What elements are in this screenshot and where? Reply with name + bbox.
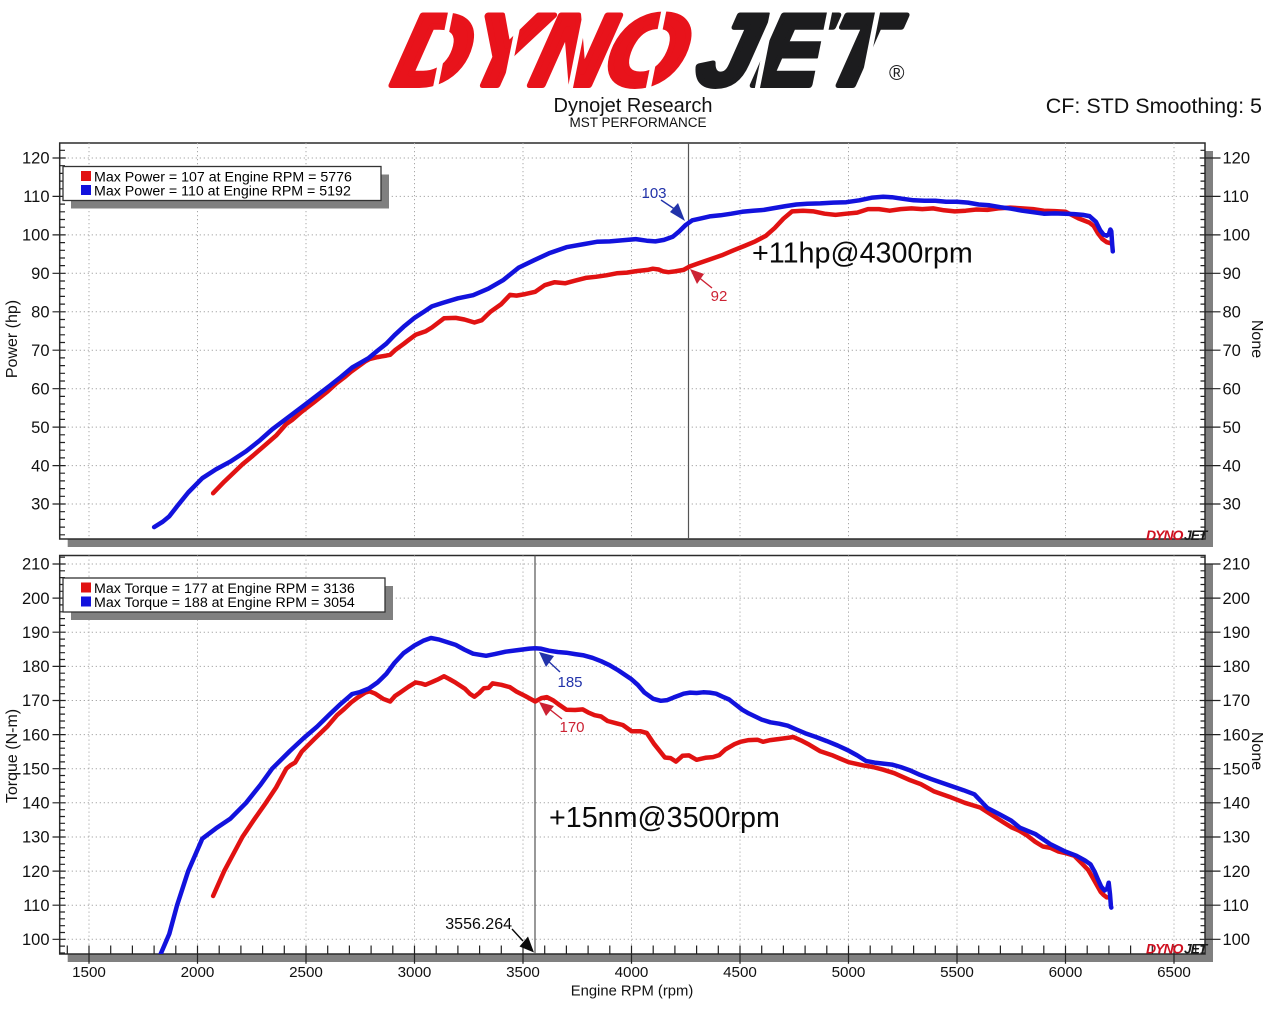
svg-text:103: 103 <box>641 185 666 202</box>
svg-text:110: 110 <box>23 897 49 915</box>
svg-text:130: 130 <box>1223 829 1251 847</box>
svg-text:185: 185 <box>557 674 582 691</box>
svg-text:2500: 2500 <box>289 964 323 981</box>
svg-text:92: 92 <box>711 288 728 305</box>
svg-text:60: 60 <box>1223 380 1241 398</box>
svg-text:3000: 3000 <box>398 964 432 981</box>
svg-text:70: 70 <box>1223 342 1241 360</box>
svg-text:5500: 5500 <box>940 964 974 981</box>
svg-text:170: 170 <box>1223 692 1251 710</box>
svg-text:150: 150 <box>1223 760 1251 778</box>
svg-text:120: 120 <box>1223 150 1251 168</box>
svg-text:70: 70 <box>31 342 49 360</box>
svg-text:120: 120 <box>1223 863 1251 881</box>
svg-text:3500: 3500 <box>506 964 540 981</box>
svg-text:110: 110 <box>23 188 49 206</box>
svg-text:140: 140 <box>22 795 50 813</box>
svg-text:4500: 4500 <box>723 964 757 981</box>
svg-text:110: 110 <box>1223 188 1249 206</box>
svg-text:210: 210 <box>22 556 50 574</box>
svg-text:JET: JET <box>1184 527 1209 543</box>
svg-text:50: 50 <box>31 419 49 437</box>
svg-text:DYNO: DYNO <box>1146 941 1184 957</box>
svg-text:200: 200 <box>1223 590 1251 608</box>
svg-text:190: 190 <box>1223 624 1251 642</box>
svg-text:®: ® <box>889 62 905 85</box>
svg-text:Max Torque = 188 at Engine RPM: Max Torque = 188 at Engine RPM = 3054 <box>94 595 355 611</box>
svg-text:+11hp@4300rpm: +11hp@4300rpm <box>752 238 973 270</box>
svg-text:180: 180 <box>1223 658 1251 676</box>
svg-text:90: 90 <box>1223 265 1241 283</box>
svg-text:130: 130 <box>22 829 50 847</box>
svg-text:40: 40 <box>31 457 49 475</box>
svg-text:100: 100 <box>1223 227 1251 245</box>
svg-text:CF: STD Smoothing: 5: CF: STD Smoothing: 5 <box>1046 94 1262 118</box>
svg-text:DYNO: DYNO <box>384 0 700 107</box>
svg-text:40: 40 <box>1223 457 1241 475</box>
svg-text:80: 80 <box>1223 304 1241 322</box>
svg-text:100: 100 <box>22 227 50 245</box>
svg-text:100: 100 <box>1223 931 1251 949</box>
svg-text:None: None <box>1248 732 1265 770</box>
svg-text:1500: 1500 <box>72 964 106 981</box>
svg-text:120: 120 <box>22 150 50 168</box>
svg-text:Engine RPM (rpm): Engine RPM (rpm) <box>571 984 694 1000</box>
svg-text:MST PERFORMANCE: MST PERFORMANCE <box>569 115 706 130</box>
svg-text:170: 170 <box>559 719 584 736</box>
svg-text:DYNO: DYNO <box>1146 527 1184 543</box>
svg-text:JET: JET <box>1184 941 1209 957</box>
svg-text:Torque (N-m): Torque (N-m) <box>4 709 21 803</box>
svg-text:90: 90 <box>31 265 49 283</box>
svg-text:Power (hp): Power (hp) <box>4 300 21 378</box>
svg-text:50: 50 <box>1223 419 1241 437</box>
svg-text:4000: 4000 <box>615 964 649 981</box>
svg-text:150: 150 <box>22 760 50 778</box>
svg-text:Dynojet Research: Dynojet Research <box>554 95 713 117</box>
svg-text:None: None <box>1248 320 1265 358</box>
svg-text:Max Power = 110 at Engine RPM: Max Power = 110 at Engine RPM = 5192 <box>94 183 351 199</box>
svg-text:6500: 6500 <box>1157 964 1191 981</box>
svg-text:Max Torque = 177 at Engine RPM: Max Torque = 177 at Engine RPM = 3136 <box>94 581 355 597</box>
svg-text:80: 80 <box>31 304 49 322</box>
svg-text:120: 120 <box>22 863 50 881</box>
svg-text:110: 110 <box>1223 897 1249 915</box>
svg-text:210: 210 <box>1223 556 1251 574</box>
svg-text:190: 190 <box>22 624 50 642</box>
svg-text:30: 30 <box>31 496 49 514</box>
svg-text:140: 140 <box>1223 795 1251 813</box>
svg-text:3556.264: 3556.264 <box>445 916 512 933</box>
svg-text:160: 160 <box>22 726 50 744</box>
svg-text:5000: 5000 <box>832 964 866 981</box>
svg-text:100: 100 <box>22 931 50 949</box>
svg-text:30: 30 <box>1223 496 1241 514</box>
svg-text:6000: 6000 <box>1049 964 1083 981</box>
svg-text:180: 180 <box>22 658 50 676</box>
svg-text:2000: 2000 <box>181 964 215 981</box>
svg-text:170: 170 <box>22 692 50 710</box>
svg-text:Max Power = 107 at Engine RPM: Max Power = 107 at Engine RPM = 5776 <box>94 169 352 185</box>
svg-text:+15nm@3500rpm: +15nm@3500rpm <box>549 802 780 834</box>
svg-text:160: 160 <box>1223 726 1251 744</box>
svg-text:60: 60 <box>31 380 49 398</box>
svg-text:200: 200 <box>22 590 50 608</box>
